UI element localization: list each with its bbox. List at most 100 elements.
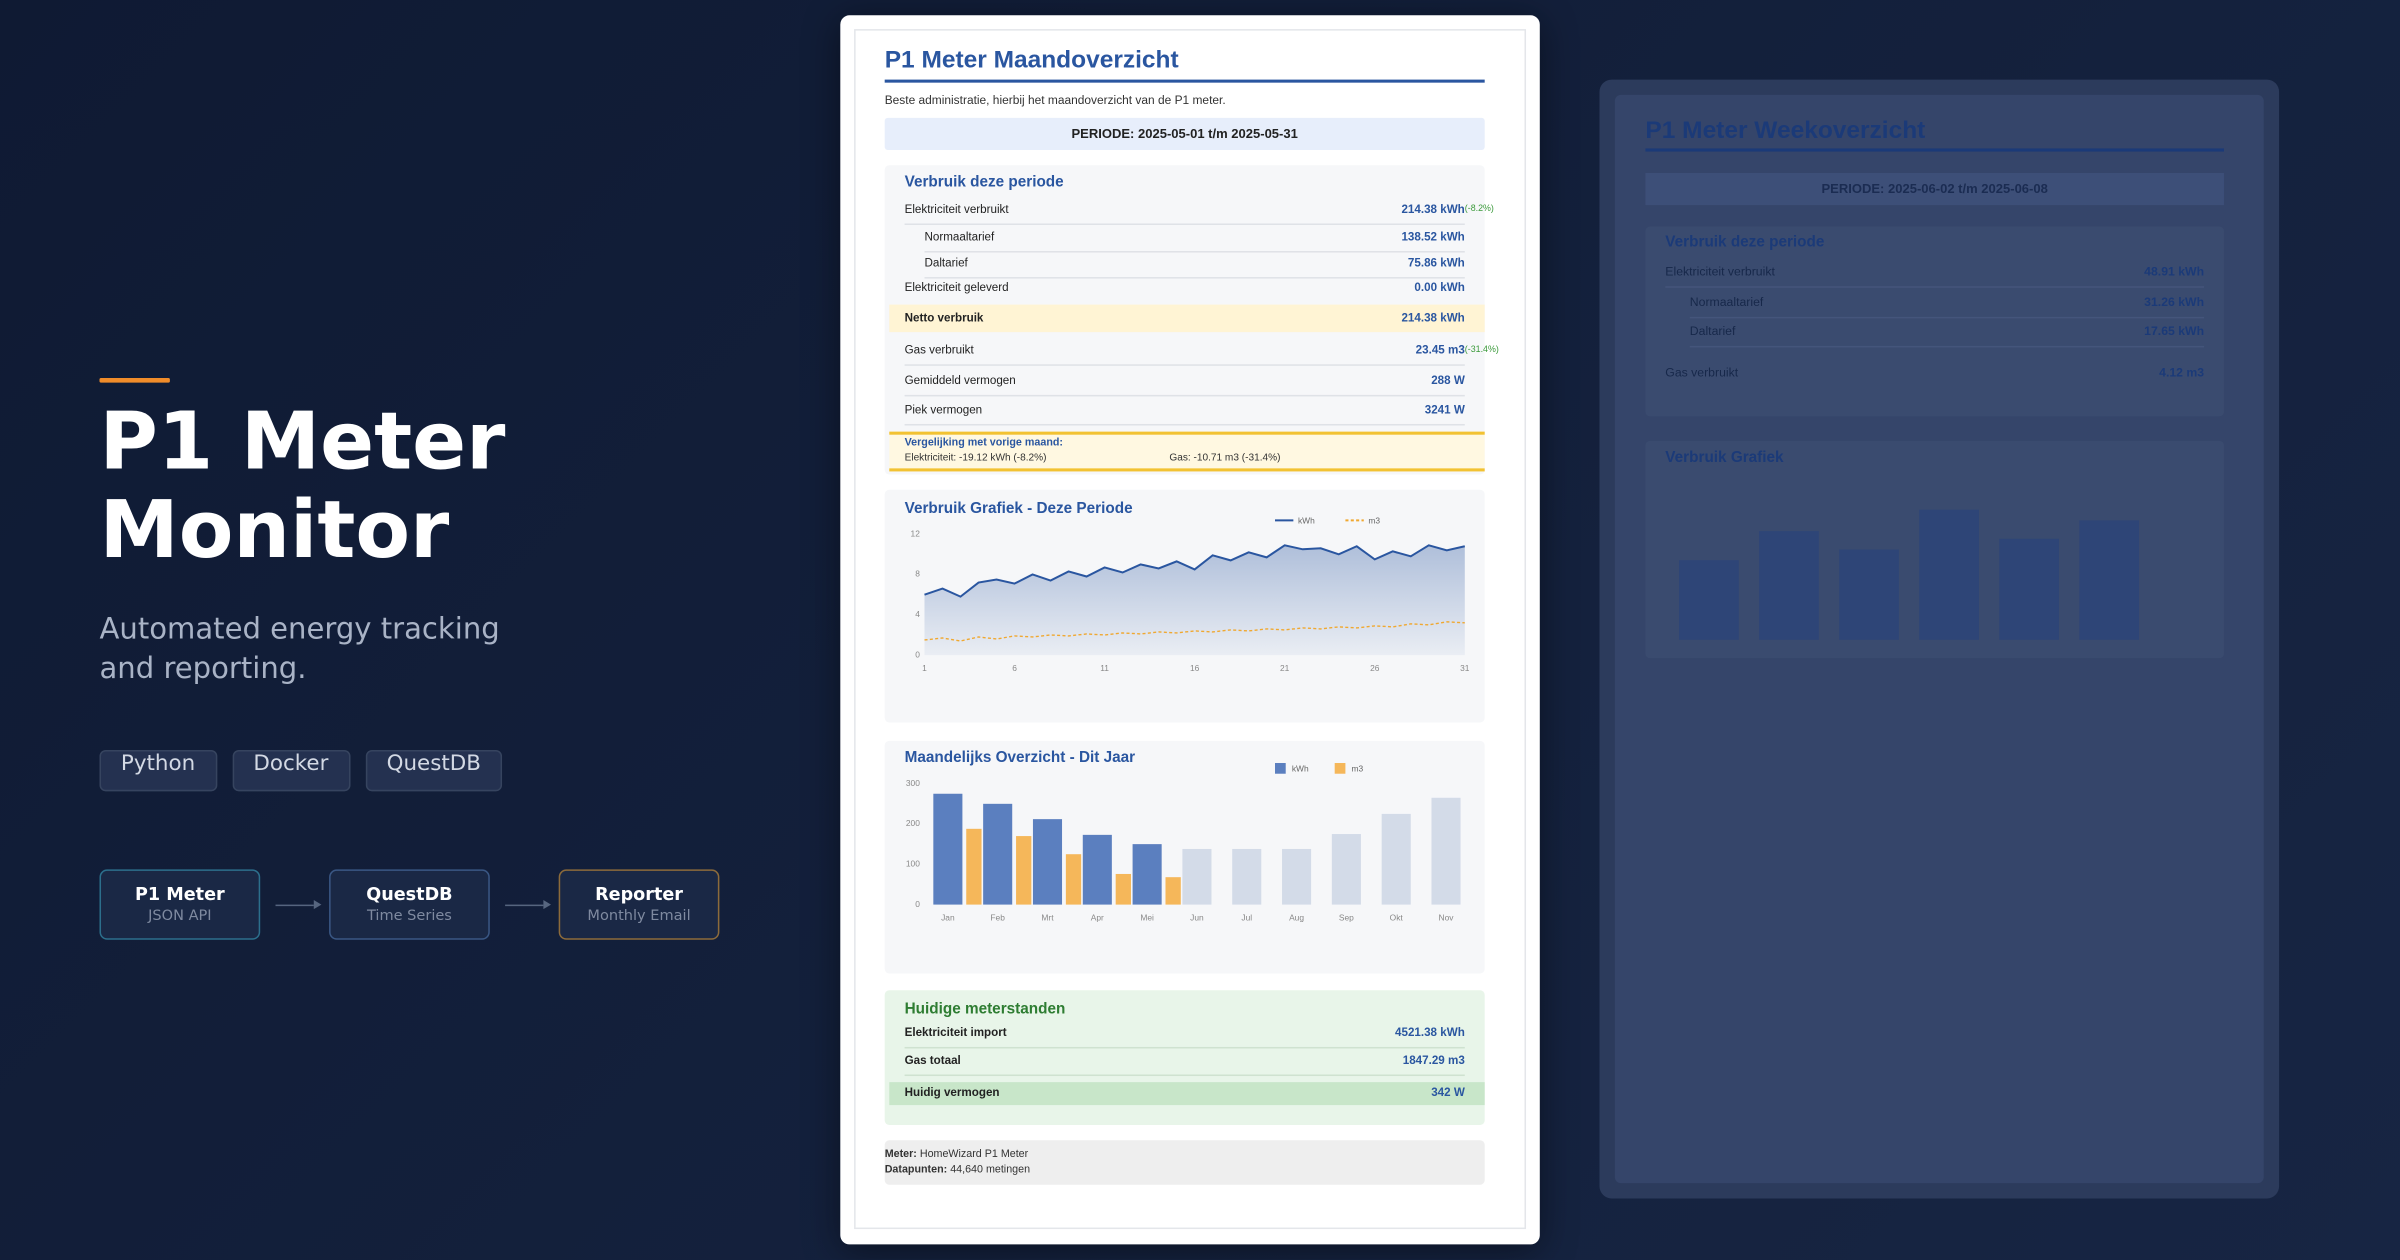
legend-swatch bbox=[1334, 763, 1346, 774]
pipeline-arrow-head bbox=[543, 899, 552, 910]
footer-value: 44,640 metingen bbox=[950, 1164, 1031, 1176]
legend-label: m3 bbox=[1368, 515, 1380, 525]
usage-row-label: Gas verbruikt bbox=[904, 342, 974, 357]
tag: QuestDB bbox=[365, 749, 503, 792]
pipeline-box bbox=[99, 869, 261, 940]
usage-row-value: 288 W bbox=[1431, 372, 1465, 387]
y-tick-label: 4 bbox=[915, 609, 920, 619]
report-title: P1 Meter Maandoverzicht bbox=[884, 47, 1179, 74]
x-tick-label: Apr bbox=[1091, 913, 1104, 923]
bar bbox=[1182, 848, 1212, 905]
chart-title: Verbruik Grafiek - Deze Periode bbox=[904, 500, 1133, 518]
weekly-period-box bbox=[1645, 172, 2224, 206]
accent-bar bbox=[99, 378, 170, 383]
chart-title: Verbruik Grafiek bbox=[1665, 449, 1784, 467]
pipeline-arrow-head bbox=[313, 899, 322, 910]
meters-heading: Huidige meterstanden bbox=[904, 1001, 1066, 1018]
usage-row-label: Normaaltarief bbox=[924, 229, 995, 243]
pipeline-box bbox=[558, 869, 720, 940]
row-rule bbox=[904, 423, 1465, 425]
usage-row-label: Netto verbruik bbox=[904, 310, 984, 324]
usage-row-value: 0.00 kWh bbox=[1414, 279, 1465, 294]
bar bbox=[1165, 877, 1181, 905]
weekly-row-label: Normaaltarief bbox=[1689, 296, 1764, 310]
legend-label: m3 bbox=[1352, 763, 1364, 773]
y-tick-label: 0 bbox=[915, 899, 920, 909]
weekly-row-value: 31.26 kWh bbox=[2144, 296, 2205, 310]
bar bbox=[1065, 854, 1082, 905]
x-tick-label: 31 bbox=[1460, 663, 1470, 673]
x-tick-label: Mrt bbox=[1041, 913, 1054, 923]
pipeline-detail: Time Series bbox=[366, 908, 452, 926]
legend-label: kWh bbox=[1298, 515, 1315, 525]
row-rule bbox=[904, 222, 1465, 225]
bar bbox=[1999, 538, 2059, 640]
pipeline-arrow-line bbox=[505, 903, 544, 906]
row-rule bbox=[924, 250, 1465, 252]
x-tick-label: Jan bbox=[941, 913, 955, 923]
weekly-row-value: 17.65 kWh bbox=[2144, 325, 2205, 339]
comparison-heading: Vergelijking met vorige maand: bbox=[904, 437, 1063, 449]
weekly-row-rule bbox=[1689, 345, 2205, 348]
bar bbox=[983, 803, 1013, 905]
weekly-row-label: Elektriciteit verbruikt bbox=[1665, 265, 1775, 280]
area-fill bbox=[924, 545, 1465, 656]
usage-row-value: 214.38 kWh bbox=[1401, 310, 1465, 324]
weekly-row-value: 4.12 m3 bbox=[2159, 366, 2205, 381]
y-tick-label: 8 bbox=[915, 569, 920, 579]
y-tick-label: 300 bbox=[906, 778, 920, 788]
row-rule bbox=[924, 276, 1465, 278]
x-tick-label: 21 bbox=[1280, 663, 1290, 673]
usage-row-label: Daltarief bbox=[924, 255, 968, 269]
usage-row-change: (-31.4%) bbox=[1464, 346, 1499, 356]
y-tick-label: 0 bbox=[915, 649, 920, 659]
x-tick-label: Aug bbox=[1289, 913, 1304, 923]
tag: Python bbox=[99, 749, 217, 792]
pipeline-box bbox=[329, 869, 490, 940]
usage-row-value: 75.86 kWh bbox=[1407, 255, 1465, 269]
usage-row-change: (-8.2%) bbox=[1464, 205, 1494, 215]
bar bbox=[1331, 834, 1361, 905]
bar bbox=[1381, 813, 1411, 905]
weekly-heading: Verbruik deze periode bbox=[1665, 234, 1825, 252]
bar bbox=[1132, 844, 1162, 905]
bar bbox=[1115, 873, 1131, 905]
bar bbox=[2079, 520, 2140, 640]
weekly-row-label: Daltarief bbox=[1689, 325, 1736, 339]
x-tick-label: Jul bbox=[1241, 913, 1252, 923]
pipeline-name: P1 Meter bbox=[134, 883, 225, 905]
series-line bbox=[924, 544, 1466, 598]
row-rule bbox=[904, 394, 1465, 396]
usage-row-value: 23.45 m3 bbox=[1415, 342, 1465, 357]
bar bbox=[1082, 834, 1112, 905]
footer-line: Datapunten: 44,640 metingen bbox=[885, 1165, 1030, 1176]
x-tick-label: Okt bbox=[1390, 913, 1404, 923]
footer-value: HomeWizard P1 Meter bbox=[919, 1149, 1029, 1161]
meter-row-value: 1847.29 m3 bbox=[1402, 1052, 1465, 1067]
bar bbox=[1919, 509, 1979, 640]
weekly-row-rule bbox=[1665, 286, 2205, 288]
report-period: PERIODE: 2025-05-01 t/m 2025-05-31 bbox=[1071, 125, 1298, 141]
tag-list: Python Docker QuestDB bbox=[99, 749, 503, 792]
bar bbox=[1282, 848, 1312, 905]
bar bbox=[1839, 549, 1899, 640]
row-highlight bbox=[889, 1082, 1485, 1106]
x-tick-label: Feb bbox=[990, 913, 1005, 923]
usage-row-label: Elektriciteit geleverd bbox=[904, 279, 1009, 294]
meter-row-label: Elektriciteit import bbox=[904, 1025, 1007, 1039]
legend-label: kWh bbox=[1292, 763, 1309, 773]
bar bbox=[1016, 836, 1032, 905]
comparison-box bbox=[889, 431, 1485, 472]
pipeline-name: Reporter bbox=[595, 883, 683, 905]
row-rule bbox=[904, 1046, 1465, 1048]
report-greeting: Beste administratie, hierbij het maandov… bbox=[884, 92, 1226, 107]
weekly-row-value: 48.91 kWh bbox=[2144, 265, 2205, 280]
comparison-electricity: Elektriciteit: -19.12 kWh (-8.2%) bbox=[904, 453, 1047, 465]
usage-heading: Verbruik deze periode bbox=[904, 174, 1064, 192]
report-title-rule bbox=[884, 78, 1485, 82]
bar bbox=[1431, 797, 1461, 905]
hero-title: P1 Meter Monitor bbox=[99, 396, 506, 578]
weekly-row-label: Gas verbruikt bbox=[1665, 366, 1739, 381]
y-tick-label: 100 bbox=[906, 859, 920, 869]
weekly-period: PERIODE: 2025-06-02 t/m 2025-06-08 bbox=[1821, 179, 2048, 196]
